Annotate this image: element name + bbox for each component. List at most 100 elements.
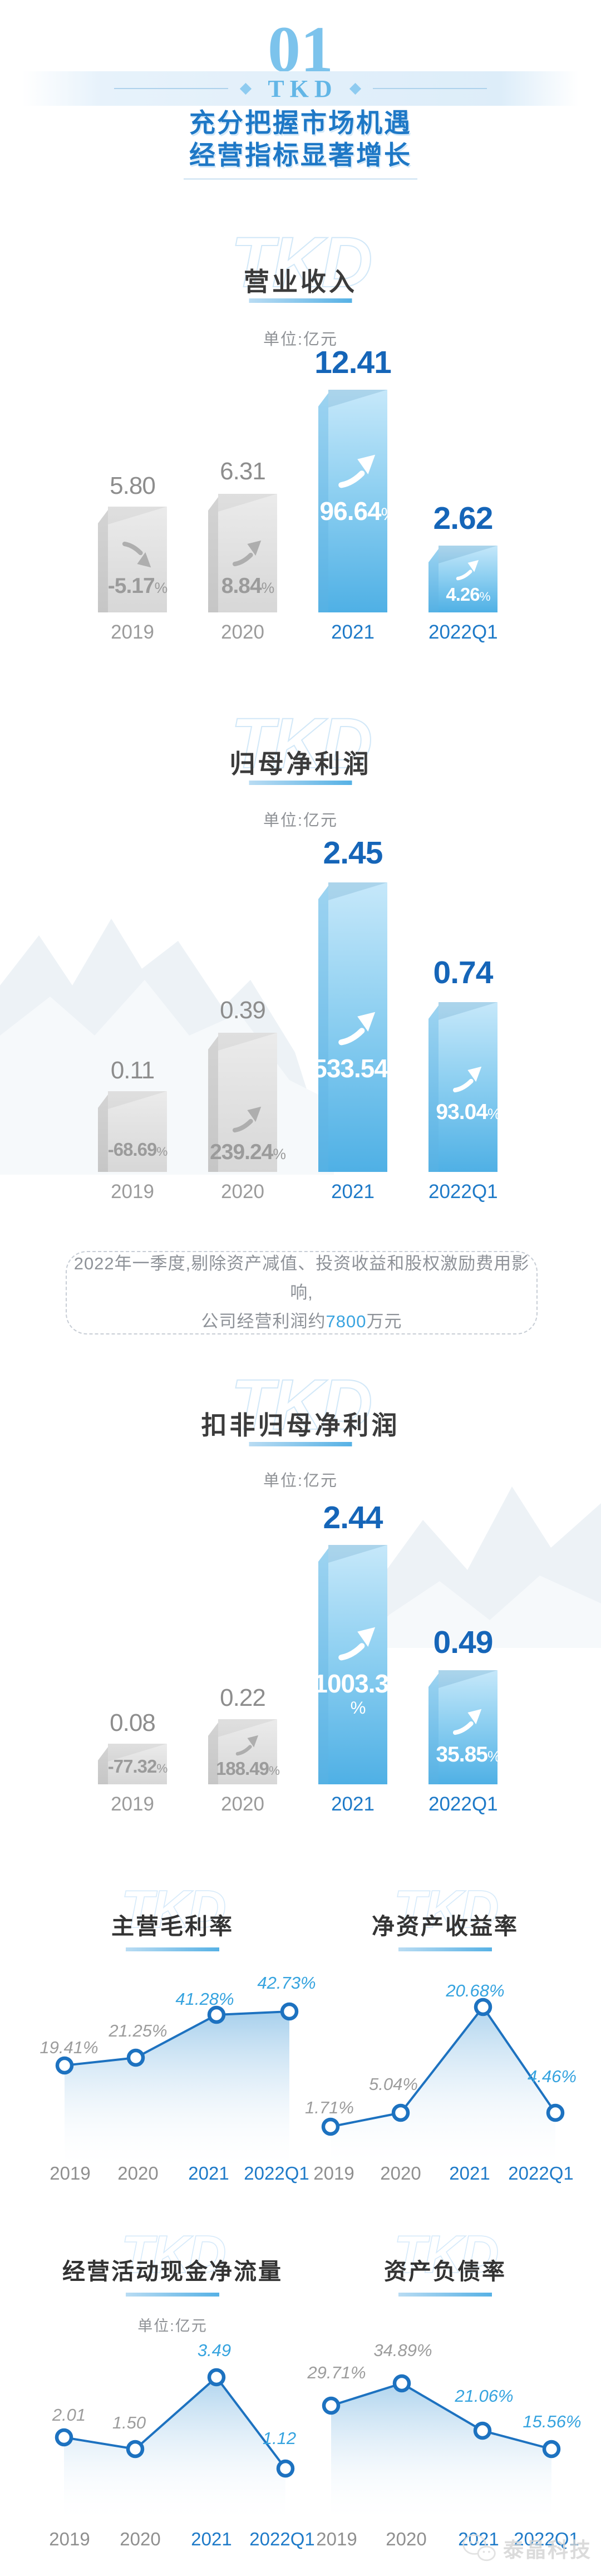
up-arrow-icon [338, 454, 376, 488]
data-point-marker [276, 2459, 295, 2478]
year-label: 2022Q1 [508, 2163, 574, 2184]
bar-2020: 188.49% [208, 1719, 280, 1784]
data-point-label: 5.04% [369, 2074, 418, 2094]
year-label: 2019 [49, 2529, 90, 2549]
note-line1: 2022年一季度,剔除资产减值、投资收益和股权激励费用影响, [73, 1254, 530, 1302]
section-title-deducted-profit: 扣非归母净利润 [201, 1411, 400, 1440]
year-label: 2021 [188, 2163, 229, 2184]
year-label: 2019 [50, 2163, 91, 2184]
growth-label: 93.04% [436, 1100, 500, 1125]
bar-side-face [428, 1674, 439, 1784]
year-label: 2022Q1 [428, 1181, 498, 1203]
trend-line [331, 2382, 552, 2450]
bar-annotation: 533.54% [313, 1009, 403, 1172]
bar-annotation: -68.69% [108, 1140, 168, 1172]
data-point-marker [207, 2005, 226, 2024]
data-point-label: 19.41% [40, 2038, 98, 2057]
up-arrow-icon [232, 540, 262, 567]
tkd-watermark: TKD [121, 1880, 227, 1939]
bar-front-face [328, 1545, 387, 1784]
bar-front-face [108, 1091, 167, 1172]
footer-brand-text: 泰晶科技 [503, 2539, 592, 2562]
growth-label: 8.84% [221, 574, 274, 598]
data-point-label: 1.50 [112, 2413, 146, 2432]
bar-column-2020: 0.39 239.24% 2020 [208, 882, 286, 1203]
bar-value-label: 2.45 [323, 835, 383, 871]
tkd-watermark: TKD [230, 704, 373, 783]
line-chart-operating-cashflow: TKD 经营活动现金净流量 单位:亿元 2.01 1.50 3.49 1.12 … [22, 2221, 323, 2564]
tkd-watermark: TKD [393, 2225, 500, 2284]
year-label: 2020 [380, 2163, 421, 2184]
bar-chart-revenue: 5.80 -5.17% 2019 6.31 8.84% [0, 345, 601, 643]
growth-label: 239.24% [210, 1140, 286, 1165]
page-title-line2: 经营指标显著增长 [189, 140, 412, 170]
bar-column-2022q1: 0.49 35.85% 2022Q1 [428, 1545, 501, 1815]
bar-annotation: 93.04% [436, 1064, 501, 1172]
data-point-label: 2.01 [52, 2405, 86, 2425]
bar-column-2019: 5.80 -5.17% 2019 [98, 367, 168, 643]
year-label: 2021 [331, 1793, 375, 1815]
bar-value-label: 0.22 [220, 1684, 266, 1711]
year-label: 2020 [117, 2163, 159, 2184]
bar-front-face [218, 1033, 277, 1172]
bar-2019: -68.69% [98, 1091, 168, 1172]
title-underline [249, 298, 352, 303]
data-point-label: 15.56% [523, 2412, 582, 2431]
bar-value-label: 0.11 [110, 1057, 155, 1084]
section-title-net-profit: 归母净利润 [229, 749, 372, 778]
growth-label: 4.26% [446, 584, 490, 605]
year-label: 2021 [331, 1181, 375, 1203]
year-label: 2020 [221, 1181, 264, 1203]
unit-label: 单位:亿元 [263, 331, 338, 349]
band-line-right [372, 88, 487, 89]
bar-value-label: 0.74 [433, 955, 494, 990]
data-point-label: 42.73% [257, 1973, 316, 1993]
bar-side-face [318, 1548, 328, 1784]
up-arrow-icon [338, 1627, 376, 1661]
section-number: 01 [268, 13, 333, 86]
section-title-revenue: 营业收入 [244, 267, 357, 296]
trend-line [330, 2005, 556, 2128]
bar-side-face [318, 886, 328, 1172]
bar-column-2020: 0.22 188.49% 2020 [208, 1545, 280, 1815]
bar-value-label: 0.49 [433, 1625, 494, 1660]
bar-side-face [98, 1747, 108, 1784]
data-point-marker [55, 2056, 74, 2075]
growth-label: -77.32% [107, 1756, 168, 1777]
growth-label: 96.64% [319, 496, 397, 526]
bar-annotation: 239.24% [210, 1105, 286, 1172]
bar-value-label: 12.41 [314, 345, 392, 380]
data-point-label: 1.71% [305, 2098, 354, 2117]
brand-band: TKD [22, 71, 579, 106]
bar-2022q1: 93.04% [428, 1002, 501, 1172]
bar-2022q1: 4.26% [428, 546, 497, 612]
bar-column-2022q1: 2.62 4.26% 2022Q1 [428, 367, 498, 643]
bar-value-label: 5.80 [110, 472, 156, 499]
chart-title: 净资产收益率 [372, 1913, 519, 1939]
data-point-marker [207, 2368, 226, 2387]
mountain-art-right [356, 1486, 601, 1648]
bar-column-2022q1: 0.74 93.04% 2022Q1 [428, 882, 501, 1203]
line-plot [321, 1998, 565, 2171]
year-label: 2022Q1 [428, 1793, 498, 1815]
bar-side-face [208, 1036, 218, 1172]
year-label: 2021 [191, 2529, 232, 2549]
bar-annotation: 96.64% [320, 452, 396, 612]
chart-title: 经营活动现金净流量 [62, 2259, 283, 2284]
bar-value-label: 0.08 [110, 1709, 156, 1736]
up-arrow-icon [456, 560, 479, 581]
data-point-label: 20.68% [446, 1981, 505, 2000]
year-label: 2022Q1 [428, 621, 498, 643]
tkd-watermark: TKD [121, 2225, 227, 2284]
data-point-marker [474, 1998, 492, 2016]
bar-column-2021: 2.44 1003.38% 2021 [313, 1500, 402, 1815]
year-label: 2022Q1 [514, 2529, 579, 2549]
bar-annotation: 4.26% [439, 558, 497, 612]
unit-label: 单位:亿元 [137, 2318, 208, 2334]
line-chart-gross-margin: TKD 主营毛利率 19.41% 21.25% 41.28% 42.73% 20… [22, 1876, 323, 2219]
data-point-label: 3.49 [197, 2341, 231, 2360]
title-rule [184, 178, 417, 180]
tkd-watermark: TKD [393, 1880, 500, 1939]
data-point-label: 34.89% [373, 2341, 432, 2360]
data-point-marker [473, 2421, 492, 2440]
